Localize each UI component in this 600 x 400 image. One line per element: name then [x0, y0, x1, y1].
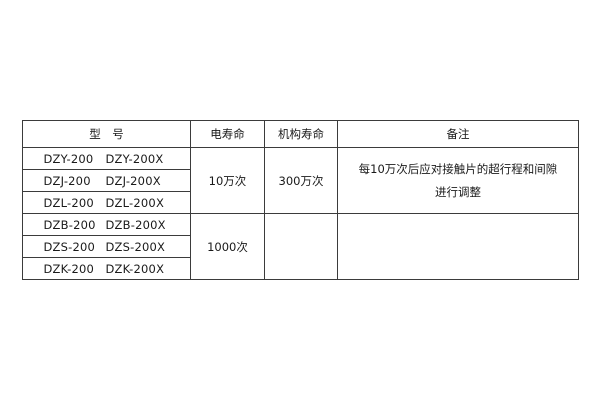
cell-remark-group-1: 每10万次后应对接触片的超行程和间隙 进行调整 — [337, 147, 579, 214]
model-code-variant: DZL-200X — [105, 195, 165, 210]
table-row: DZL-200 DZL-200X — [22, 191, 579, 214]
table-header-row: 型 号 电寿命 机构寿命 备注 — [22, 120, 579, 148]
model-code-primary: DZL-200 — [43, 195, 94, 210]
column-header-mechanical-life: 机构寿命 — [264, 120, 338, 148]
cell-model: DZS-200 DZS-200X — [22, 235, 191, 258]
column-header-remark: 备注 — [337, 120, 579, 148]
remark-line-2: 进行调整 — [435, 184, 481, 199]
model-code-variant: DZB-200X — [105, 217, 166, 232]
cell-model: DZK-200 DZK-200X — [22, 257, 191, 280]
table-row: DZJ-200 DZJ-200X — [22, 169, 579, 192]
column-header-model: 型 号 — [22, 120, 191, 148]
spec-table-container: 型 号 电寿命 机构寿命 备注 DZY-200 DZY-200X 10万次 300… — [22, 120, 579, 280]
model-code-primary: DZJ-200 — [43, 173, 91, 188]
table-row: DZK-200 DZK-200X — [22, 257, 579, 280]
model-code-variant: DZY-200X — [105, 151, 164, 166]
cell-model: DZY-200 DZY-200X — [22, 147, 191, 170]
relay-specification-table: 型 号 电寿命 机构寿命 备注 DZY-200 DZY-200X 10万次 300… — [22, 120, 579, 280]
cell-mechanical-life-group-1: 300万次 — [264, 147, 338, 214]
model-code-variant: DZS-200X — [105, 239, 166, 254]
cell-electrical-life-group-2: 1000次 — [190, 213, 265, 280]
model-code-variant: DZJ-200X — [105, 173, 161, 188]
cell-model: DZB-200 DZB-200X — [22, 213, 191, 236]
cell-electrical-life-group-1: 10万次 — [190, 147, 265, 214]
model-code-variant: DZK-200X — [105, 261, 165, 276]
cell-mechanical-life-group-2 — [264, 213, 338, 280]
cell-model: DZL-200 DZL-200X — [22, 191, 191, 214]
cell-remark-group-2 — [337, 213, 579, 280]
remark-line-1: 每10万次后应对接触片的超行程和间隙 — [358, 161, 558, 176]
model-code-primary: DZS-200 — [43, 239, 96, 254]
cell-model: DZJ-200 DZJ-200X — [22, 169, 191, 192]
model-code-primary: DZB-200 — [43, 217, 96, 232]
table-row: DZB-200 DZB-200X 1000次 — [22, 213, 579, 280]
column-header-electrical-life: 电寿命 — [190, 120, 265, 148]
model-code-primary: DZK-200 — [43, 261, 95, 276]
model-code-primary: DZY-200 — [43, 151, 94, 166]
table-row: DZS-200 DZS-200X — [22, 235, 579, 258]
table-row: DZY-200 DZY-200X 10万次 300万次 每10万次后应对接触片的超… — [22, 147, 579, 214]
